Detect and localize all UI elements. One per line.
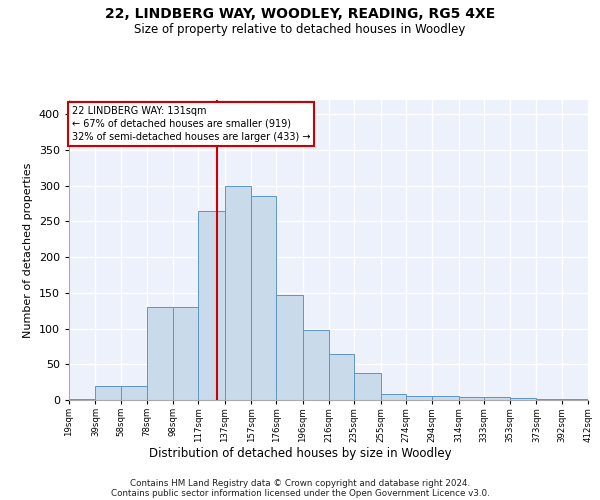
Bar [199, 210, 225, 400]
Bar [173, 307, 199, 400]
Bar [510, 398, 536, 400]
Bar [225, 186, 251, 400]
Text: 22 LINDBERG WAY: 131sqm
← 67% of detached houses are smaller (919)
32% of semi-d: 22 LINDBERG WAY: 131sqm ← 67% of detache… [71, 106, 310, 142]
Text: Size of property relative to detached houses in Woodley: Size of property relative to detached ho… [134, 22, 466, 36]
Bar [406, 396, 432, 400]
Text: 22, LINDBERG WAY, WOODLEY, READING, RG5 4XE: 22, LINDBERG WAY, WOODLEY, READING, RG5 … [105, 8, 495, 22]
Bar [458, 397, 484, 400]
Bar [147, 307, 173, 400]
Bar [380, 394, 406, 400]
Y-axis label: Number of detached properties: Number of detached properties [23, 162, 33, 338]
Bar [95, 386, 121, 400]
Bar [329, 354, 354, 400]
Bar [121, 386, 147, 400]
Text: Contains public sector information licensed under the Open Government Licence v3: Contains public sector information licen… [110, 488, 490, 498]
Bar [251, 196, 277, 400]
Bar [536, 398, 562, 400]
Text: Contains HM Land Registry data © Crown copyright and database right 2024.: Contains HM Land Registry data © Crown c… [130, 478, 470, 488]
Bar [484, 397, 510, 400]
Bar [69, 398, 95, 400]
Bar [432, 396, 458, 400]
Bar [303, 330, 329, 400]
Text: Distribution of detached houses by size in Woodley: Distribution of detached houses by size … [149, 448, 451, 460]
Bar [354, 373, 380, 400]
Bar [277, 295, 303, 400]
